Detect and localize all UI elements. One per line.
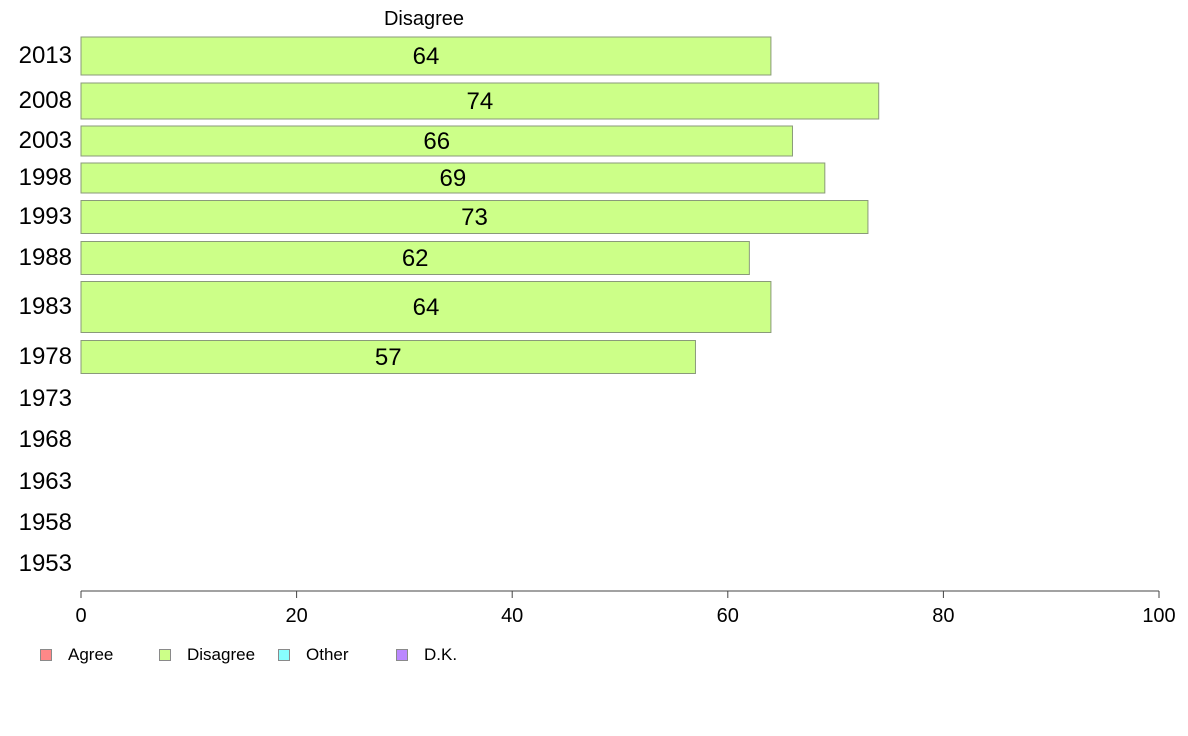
bar-1978 — [80, 340, 696, 374]
y-tick-label-2008: 2008 — [19, 87, 72, 114]
y-tick-label-2003: 2003 — [19, 127, 72, 154]
x-tick-label-80: 80 — [932, 605, 954, 627]
legend-label-agree: Agree — [68, 645, 114, 664]
y-tick-label-1993: 1993 — [19, 203, 72, 230]
data-label-1978: 57 — [375, 344, 402, 371]
x-tick-label-60: 60 — [717, 605, 739, 627]
y-tick-label-2013: 2013 — [19, 42, 72, 69]
y-tick-label-1963: 1963 — [19, 468, 72, 495]
bar-2003 — [80, 125, 793, 157]
legend-label-disagree: Disagree — [187, 645, 256, 664]
data-label-1993: 73 — [461, 204, 488, 231]
y-tick-label-1968: 1968 — [19, 426, 72, 453]
bar-2013 — [80, 36, 772, 76]
data-label-1998: 69 — [440, 165, 467, 192]
data-label-1988: 62 — [402, 245, 429, 272]
data-label-2013: 64 — [413, 43, 440, 70]
data-label-2008: 74 — [467, 88, 494, 115]
y-tick-label-1988: 1988 — [19, 244, 72, 271]
bar-1993 — [80, 200, 869, 234]
legend-item-dk: D.K. — [396, 645, 457, 665]
legend-swatch-disagree — [159, 649, 171, 661]
bar-1998 — [80, 162, 826, 194]
y-tick-label-1973: 1973 — [19, 385, 72, 412]
legend-item-agree: Agree — [40, 645, 113, 665]
y-tick-label-1983: 1983 — [19, 293, 72, 320]
legend-item-other: Other — [278, 645, 349, 665]
x-tick-label-20: 20 — [285, 605, 307, 627]
data-label-2003: 66 — [423, 128, 450, 155]
y-tick-label-1958: 1958 — [19, 509, 72, 536]
bar-2008 — [80, 82, 880, 120]
bar-1988 — [80, 241, 750, 275]
chart-title: Disagree — [384, 8, 464, 30]
legend-swatch-dk — [396, 649, 408, 661]
legend-label-dk: D.K. — [424, 645, 458, 664]
x-axis: 0 20 40 60 80 100 — [75, 590, 1176, 627]
x-tick-label-40: 40 — [501, 605, 523, 627]
y-tick-label-1953: 1953 — [19, 550, 72, 577]
legend-swatch-other — [278, 649, 290, 661]
legend-swatch-agree — [40, 649, 52, 661]
y-tick-label-1998: 1998 — [19, 164, 72, 191]
legend-item-disagree: Disagree — [159, 645, 255, 665]
data-label-1983: 64 — [413, 294, 440, 321]
bar-1983 — [80, 281, 772, 333]
x-tick-label-100: 100 — [1142, 605, 1175, 627]
y-tick-label-1978: 1978 — [19, 343, 72, 370]
legend-label-other: Other — [306, 645, 349, 664]
x-tick-label-0: 0 — [75, 605, 86, 627]
